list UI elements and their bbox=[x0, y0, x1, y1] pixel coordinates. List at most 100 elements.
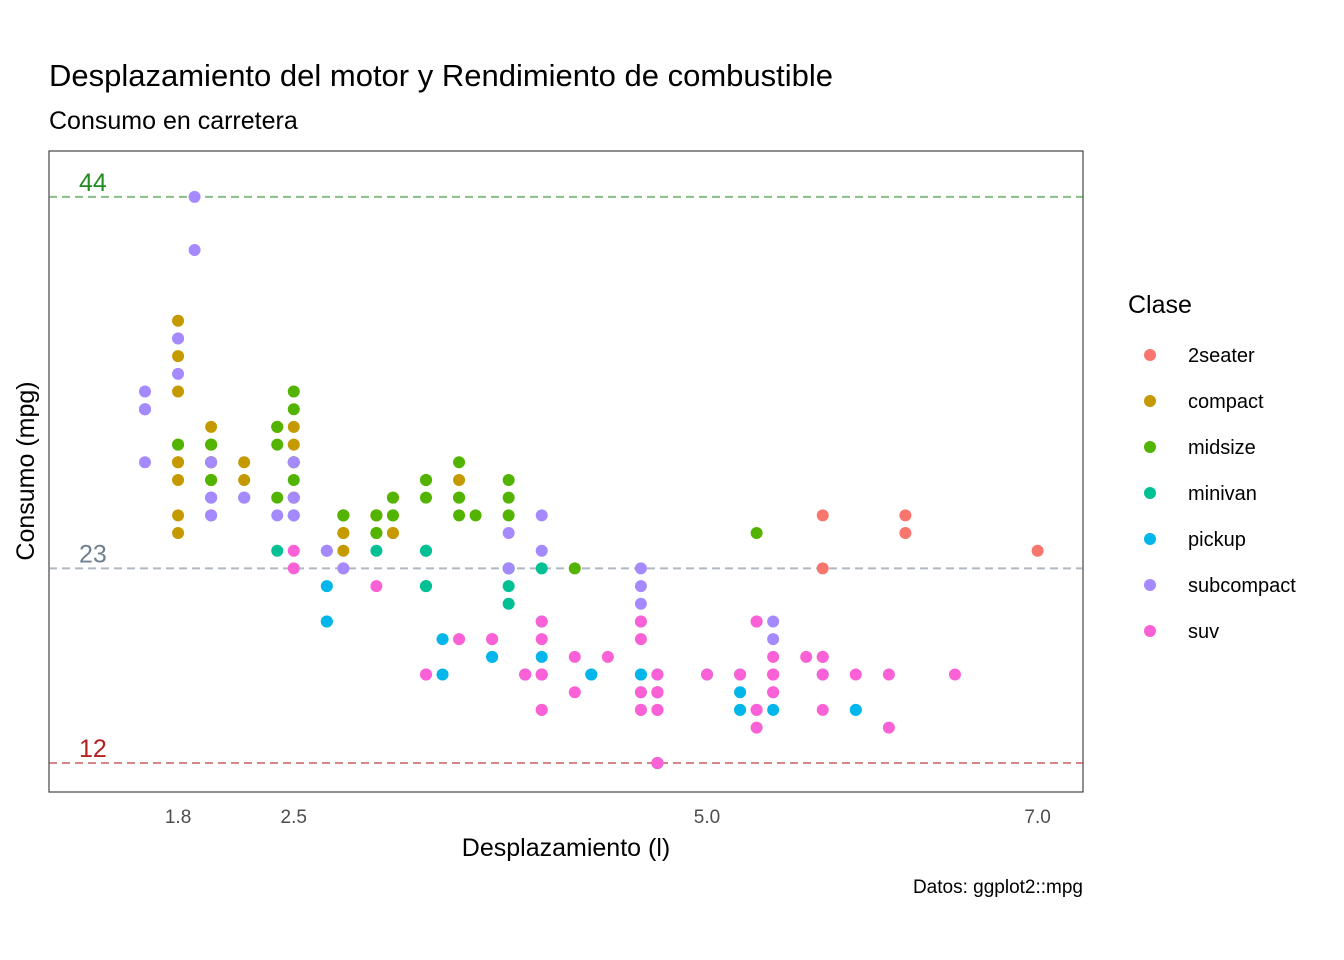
point-pickup bbox=[320, 615, 333, 628]
legend-label-midsize: midsize bbox=[1188, 437, 1256, 459]
point-subcompact bbox=[287, 509, 300, 522]
x-tick-label: 1.8 bbox=[165, 807, 191, 828]
point-subcompact bbox=[502, 527, 515, 540]
point-minivan bbox=[370, 544, 383, 557]
reference-lines: 44 23 12 bbox=[49, 169, 1083, 764]
point-subcompact bbox=[767, 633, 780, 646]
point-subcompact bbox=[172, 367, 185, 380]
reference-label-44: 44 bbox=[79, 169, 107, 197]
point-pickup bbox=[320, 580, 333, 593]
point-subcompact bbox=[205, 491, 218, 504]
point-suv bbox=[420, 668, 433, 681]
point-midsize bbox=[386, 491, 399, 504]
point-compact bbox=[172, 509, 185, 522]
point-pickup bbox=[436, 633, 449, 646]
point-minivan bbox=[420, 580, 433, 593]
point-suv bbox=[750, 703, 763, 716]
legend-key-subcompact bbox=[1144, 579, 1156, 591]
point-suv bbox=[767, 668, 780, 681]
point-subcompact bbox=[634, 580, 647, 593]
point-midsize bbox=[370, 509, 383, 522]
point-suv bbox=[651, 703, 664, 716]
point-suv bbox=[287, 562, 300, 575]
point-midsize bbox=[172, 438, 185, 451]
point-midsize bbox=[287, 385, 300, 398]
point-compact bbox=[172, 473, 185, 486]
x-axis-title: Desplazamiento (l) bbox=[462, 834, 670, 862]
point-compact bbox=[287, 438, 300, 451]
reference-label-23: 23 bbox=[79, 540, 107, 568]
point-suv bbox=[816, 650, 829, 663]
point-minivan bbox=[502, 597, 515, 610]
x-tick-label: 2.5 bbox=[281, 807, 307, 828]
point-midsize bbox=[287, 473, 300, 486]
point-midsize bbox=[453, 456, 466, 469]
legend-key-pickup bbox=[1144, 533, 1156, 545]
point-2seater bbox=[816, 509, 829, 522]
point-midsize bbox=[271, 491, 284, 504]
point-suv bbox=[568, 686, 581, 699]
data-points bbox=[139, 190, 1044, 769]
point-suv bbox=[634, 686, 647, 699]
point-subcompact bbox=[634, 597, 647, 610]
point-pickup bbox=[585, 668, 598, 681]
plot-panel-border bbox=[48, 150, 1084, 793]
point-compact bbox=[453, 473, 466, 486]
point-suv bbox=[453, 633, 466, 646]
point-subcompact bbox=[287, 456, 300, 469]
point-compact bbox=[172, 527, 185, 540]
chart-title: Desplazamiento del motor y Rendimiento d… bbox=[49, 58, 833, 93]
point-compact bbox=[172, 350, 185, 363]
point-subcompact bbox=[205, 509, 218, 522]
point-suv bbox=[287, 544, 300, 557]
point-midsize bbox=[750, 527, 763, 540]
point-suv bbox=[849, 668, 862, 681]
point-pickup bbox=[436, 668, 449, 681]
point-midsize bbox=[205, 473, 218, 486]
point-pickup bbox=[734, 703, 747, 716]
point-subcompact bbox=[535, 544, 548, 557]
point-suv bbox=[816, 703, 829, 716]
point-subcompact bbox=[767, 615, 780, 628]
point-suv bbox=[519, 668, 532, 681]
legend-key-minivan bbox=[1144, 487, 1156, 499]
point-midsize bbox=[469, 509, 482, 522]
point-midsize bbox=[271, 420, 284, 433]
point-pickup bbox=[734, 686, 747, 699]
legend-label-subcompact: subcompact bbox=[1188, 575, 1296, 597]
point-midsize bbox=[502, 473, 515, 486]
point-suv bbox=[535, 615, 548, 628]
point-pickup bbox=[849, 703, 862, 716]
point-suv bbox=[634, 615, 647, 628]
point-pickup bbox=[535, 650, 548, 663]
point-suv bbox=[800, 650, 813, 663]
point-suv bbox=[701, 668, 714, 681]
point-suv bbox=[601, 650, 614, 663]
point-suv bbox=[535, 633, 548, 646]
point-subcompact bbox=[139, 403, 151, 416]
point-suv bbox=[634, 703, 647, 716]
point-subcompact bbox=[502, 562, 515, 575]
point-2seater bbox=[816, 562, 829, 575]
point-midsize bbox=[568, 562, 581, 575]
point-midsize bbox=[370, 527, 383, 540]
point-midsize bbox=[453, 509, 466, 522]
chart-caption: Datos: ggplot2::mpg bbox=[913, 877, 1083, 898]
point-subcompact bbox=[205, 456, 218, 469]
point-minivan bbox=[420, 544, 433, 557]
point-suv bbox=[882, 668, 895, 681]
point-compact bbox=[238, 456, 251, 469]
point-suv bbox=[734, 668, 747, 681]
legend-title: Clase bbox=[1128, 291, 1192, 319]
point-subcompact bbox=[320, 544, 333, 557]
point-midsize bbox=[420, 491, 433, 504]
point-subcompact bbox=[188, 190, 201, 203]
reference-label-12: 12 bbox=[79, 735, 107, 763]
point-suv bbox=[948, 668, 961, 681]
point-suv bbox=[767, 650, 780, 663]
point-subcompact bbox=[634, 562, 647, 575]
point-suv bbox=[651, 686, 664, 699]
point-subcompact bbox=[337, 562, 350, 575]
point-compact bbox=[287, 420, 300, 433]
